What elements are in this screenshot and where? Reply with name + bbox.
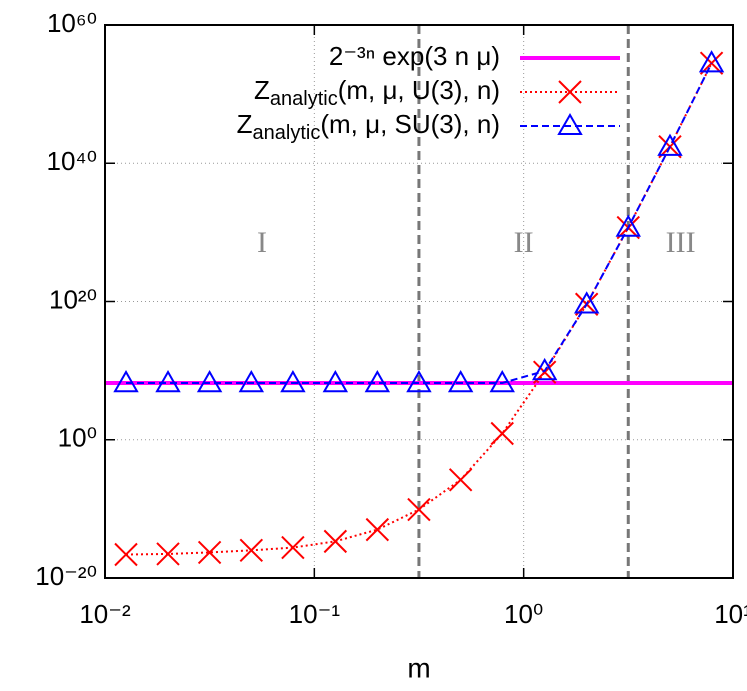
y-tick-label: 10⁰	[58, 423, 97, 453]
triangle-marker	[531, 357, 558, 381]
legend-marker	[557, 113, 583, 135]
triangle-marker	[698, 50, 725, 73]
x-axis-label: m	[407, 652, 430, 683]
cross-marker	[407, 497, 431, 522]
triangle-marker	[447, 370, 474, 393]
triangle-marker	[113, 370, 139, 393]
triangle-marker	[657, 133, 683, 156]
triangle-marker	[364, 370, 391, 393]
triangle-marker	[489, 370, 515, 393]
x-tick-label: 10⁻¹	[289, 599, 341, 629]
triangle-marker	[406, 370, 432, 393]
legend-label: Zanalytic(m, μ, SU(3), n)	[237, 109, 500, 144]
triangle-marker	[280, 370, 306, 393]
cross-marker	[365, 517, 390, 542]
plot-frame	[104, 24, 734, 579]
cross-marker	[281, 535, 305, 560]
region-label: II	[514, 226, 534, 259]
x-tick-label: 10⁰	[504, 599, 543, 629]
region-label: III	[666, 226, 696, 259]
triangle-marker	[238, 370, 265, 393]
cross-marker	[114, 542, 138, 567]
cross-marker	[239, 538, 264, 563]
legend-label: 2⁻³ⁿ exp(3 n μ)	[329, 41, 500, 71]
series-line	[126, 62, 713, 385]
y-tick-label: 10²⁰	[49, 284, 97, 314]
x-tick-label: 10¹	[714, 599, 747, 629]
cross-marker	[156, 542, 180, 566]
y-tick-label: 10⁻²⁰	[35, 561, 97, 591]
y-tick-label: 10⁶⁰	[47, 8, 97, 38]
legend-marker	[558, 80, 582, 104]
region-label: I	[257, 226, 267, 259]
cross-marker	[490, 421, 514, 446]
triangle-marker	[573, 291, 600, 314]
legend-label: Zanalytic(m, μ, U(3), n)	[254, 75, 500, 110]
cross-marker	[323, 529, 348, 554]
cross-marker	[448, 468, 473, 492]
y-tick-label: 10⁴⁰	[46, 146, 97, 176]
series-line	[125, 62, 713, 556]
cross-marker	[197, 540, 222, 565]
x-tick-label: 10⁻²	[79, 599, 131, 629]
triangle-marker	[155, 370, 181, 393]
triangle-marker	[615, 214, 641, 237]
triangle-marker	[196, 370, 223, 393]
triangle-marker	[322, 370, 349, 393]
